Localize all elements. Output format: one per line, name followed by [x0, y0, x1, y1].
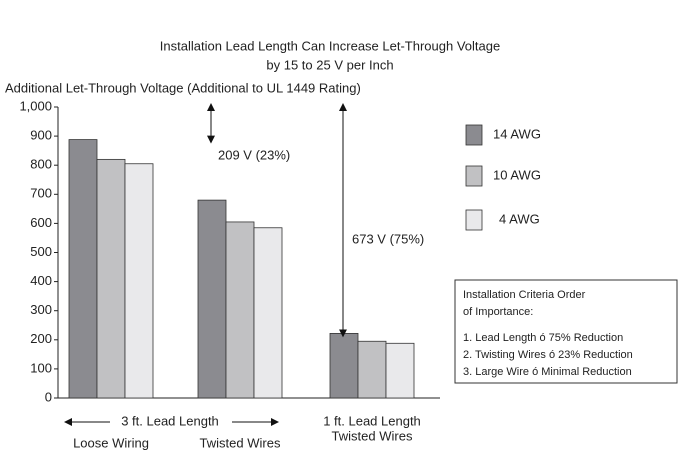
annotation: 673 V (75%): [352, 231, 424, 246]
bar: [124, 163, 154, 399]
y-tick-label: 300: [30, 302, 52, 317]
legend-label: 14 AWG: [493, 126, 541, 141]
bar: [68, 139, 98, 399]
y-tick-label: 200: [30, 331, 52, 346]
x-tick-label: Twisted Wires: [200, 435, 281, 450]
chart-title: Installation Lead Length Can Increase Le…: [160, 38, 500, 53]
annotation: 209 V (23%): [218, 147, 290, 162]
y-axis-label: Additional Let-Through Voltage (Addition…: [5, 80, 361, 95]
y-tick-label: 0: [45, 389, 52, 404]
legend-label: 10 AWG: [493, 167, 541, 182]
legend-swatch: [465, 124, 483, 146]
y-tick-label: 100: [30, 360, 52, 375]
legend-swatch: [465, 209, 483, 231]
x-tick-label: Twisted Wires: [332, 428, 413, 443]
legend-swatch: [465, 165, 483, 187]
chart-subtitle: by 15 to 25 V per Inch: [266, 57, 393, 72]
y-tick-label: 700: [30, 186, 52, 201]
bar: [253, 227, 283, 399]
note-title: Installation Criteria Order: [463, 289, 586, 301]
y-tick-label: 900: [30, 128, 52, 143]
bar: [385, 342, 415, 399]
note-line: 1. Lead Length ó 75% Reduction: [463, 332, 623, 344]
bar: [197, 199, 227, 399]
bar: [329, 332, 359, 399]
note-title: of Importance:: [463, 306, 533, 318]
x-tick-label: Loose Wiring: [73, 435, 149, 450]
group-label: 1 ft. Lead Length: [323, 413, 421, 428]
note-line: 3. Large Wire ó Minimal Reduction: [463, 366, 632, 378]
y-tick-label: 800: [30, 157, 52, 172]
note-box: [454, 279, 678, 384]
y-tick-label: 500: [30, 244, 52, 259]
legend-label: 4 AWG: [499, 211, 540, 226]
note-line: 2. Twisting Wires ó 23% Reduction: [463, 349, 633, 361]
bar: [96, 158, 126, 399]
y-tick-label: 1,000: [19, 98, 52, 113]
bar: [225, 221, 255, 399]
y-tick-label: 600: [30, 215, 52, 230]
y-tick-label: 400: [30, 273, 52, 288]
group-label: 3 ft. Lead Length: [121, 413, 219, 428]
bar: [357, 340, 387, 399]
